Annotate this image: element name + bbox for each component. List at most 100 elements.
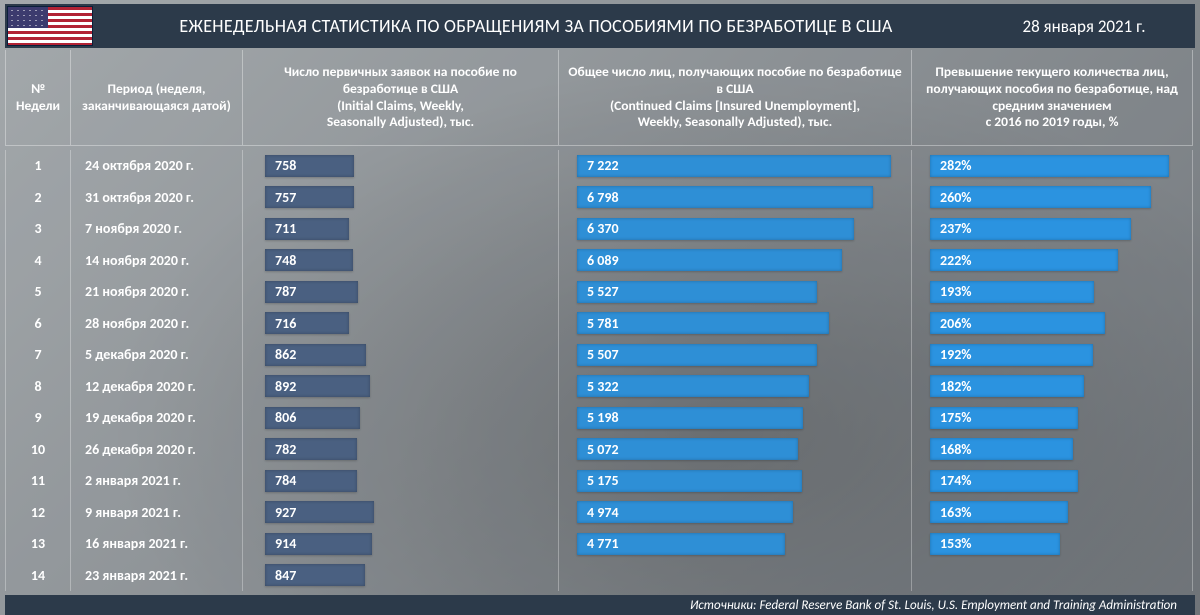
period-label: 21 ноября 2020 г. [71,276,243,308]
table-row: 521 ноября 2020 г.7875 527193% [5,276,1195,308]
table-row: 37 ноября 2020 г. 711 6 370 237% [5,213,1195,245]
excess-bar: 153% [930,533,1060,555]
continued-bar: 5 507 [577,344,817,366]
cell-continued: 5 781 [559,308,912,340]
initial-bar: 711 [265,218,349,240]
table-row: 112 января 2021 г.7845 175174% [5,465,1195,497]
table-row: 75 декабря 2020 г. 862 5 507 192% [5,339,1195,371]
excess-bar: 182% [930,375,1084,397]
page-title: ЕЖЕНЕДЕЛЬНАЯ СТАТИСТИКА ПО ОБРАЩЕНИЯМ ЗА… [93,15,979,37]
continued-bar-label: 7 222 [587,157,619,174]
week-number: 11 [5,465,71,497]
table-row: 129 января 2021 г.9274 974163% [5,497,1195,529]
week-number: 4 [5,245,71,277]
cell-excess: 237% [912,213,1193,245]
excess-bar: 192% [930,344,1093,366]
continued-bar: 5 781 [577,312,829,334]
cell-initial: 782 [243,434,559,466]
cell-continued: 5 527 [559,276,912,308]
week-number: 3 [5,213,71,245]
excess-bar-label: 168% [940,441,972,458]
continued-bar-label: 6 370 [587,220,619,237]
continued-bar-label: 4 974 [587,504,619,521]
initial-bar: 784 [265,470,357,492]
period-label: 5 декабря 2020 г. [71,339,243,371]
initial-bar-label: 847 [275,567,296,584]
table-row: 1026 декабря 2020 г. 782 5 072 168% [5,434,1195,466]
continued-bar-label: 5 781 [587,315,619,332]
table-row: 231 октября 2020 г.7576 798260% [5,182,1195,214]
cell-excess: 168% [912,434,1193,466]
cell-continued: 6 370 [559,213,912,245]
table-row: 812 декабря 2020 г.8925 322182% [5,371,1195,403]
continued-bar: 6 089 [577,249,842,271]
continued-bar-label: 5 507 [587,346,619,363]
table-row: 1423 января 2021 г.847 [5,560,1195,592]
source-line: Источники: Federal Reserve Bank of St. L… [5,595,1195,615]
week-number: 10 [5,434,71,466]
col-header-excess: Превышение текущего количества лиц, полу… [912,50,1193,146]
cell-excess: 192% [912,339,1193,371]
table-row: 628 ноября 2020 г.7165 781206% [5,308,1195,340]
cell-excess: 182% [912,371,1193,403]
initial-bar: 862 [265,344,366,366]
period-label: 26 декабря 2020 г. [71,434,243,466]
excess-bar: 174% [930,470,1078,492]
initial-bar: 782 [265,438,357,460]
initial-bar-label: 758 [275,157,296,174]
cell-initial: 711 [243,213,559,245]
cell-initial: 757 [243,182,559,214]
continued-bar: 6 798 [577,186,873,208]
initial-bar: 758 [265,155,354,177]
excess-bar: 260% [930,186,1151,208]
week-number: 7 [5,339,71,371]
continued-bar: 5 072 [577,438,798,460]
initial-bar-label: 784 [275,472,296,489]
excess-bar: 237% [930,218,1131,240]
initial-bar-label: 927 [275,504,296,521]
table-row: 124 октября 2020 г.7587 222282% [5,150,1195,182]
initial-bar-label: 914 [275,535,296,552]
cell-initial: 914 [243,528,559,560]
cell-initial: 748 [243,245,559,277]
continued-bar-label: 4 771 [587,535,619,552]
infographic-root: ЕЖЕНЕДЕЛЬНАЯ СТАТИСТИКА ПО ОБРАЩЕНИЯМ ЗА… [0,0,1200,615]
table-row: 919 декабря 2020 г.8065 198175% [5,402,1195,434]
cell-excess: 193% [912,276,1193,308]
excess-bar-label: 192% [940,346,972,363]
report-date: 28 января 2021 г. [979,16,1195,37]
continued-bar-label: 6 798 [587,189,619,206]
continued-bar-label: 5 175 [587,472,619,489]
period-label: 9 января 2021 г. [71,497,243,529]
cell-initial: 716 [243,308,559,340]
cell-initial: 847 [243,560,559,592]
continued-bar: 4 974 [577,501,793,523]
cell-continued: 6 798 [559,182,912,214]
table-row: 1316 января 2021 г.9144 771153% [5,528,1195,560]
excess-bar-label: 193% [940,283,972,300]
continued-bar-label: 5 527 [587,283,619,300]
continued-bar-label: 5 072 [587,441,619,458]
column-headers: № Недели Период (неделя, заканчивающаяся… [5,50,1195,146]
excess-bar: 222% [930,249,1118,271]
week-number: 1 [5,150,71,182]
excess-bar-label: 182% [940,378,972,395]
initial-bar-label: 862 [275,346,296,363]
cell-continued: 5 198 [559,402,912,434]
cell-initial: 806 [243,402,559,434]
excess-bar-label: 175% [940,409,972,426]
table-row: 414 ноября 2020 г.7486 089222% [5,245,1195,277]
cell-continued: 5 507 [559,339,912,371]
period-label: 7 ноября 2020 г. [71,213,243,245]
initial-bar-label: 782 [275,441,296,458]
cell-excess: 260% [912,182,1193,214]
cell-initial: 927 [243,497,559,529]
cell-excess: 174% [912,465,1193,497]
excess-bar-label: 222% [940,252,972,269]
cell-continued: 5 175 [559,465,912,497]
initial-bar-label: 757 [275,189,296,206]
excess-bar: 206% [930,312,1105,334]
initial-bar: 847 [265,564,365,586]
excess-bar-label: 163% [940,504,972,521]
initial-bar: 787 [265,281,358,303]
